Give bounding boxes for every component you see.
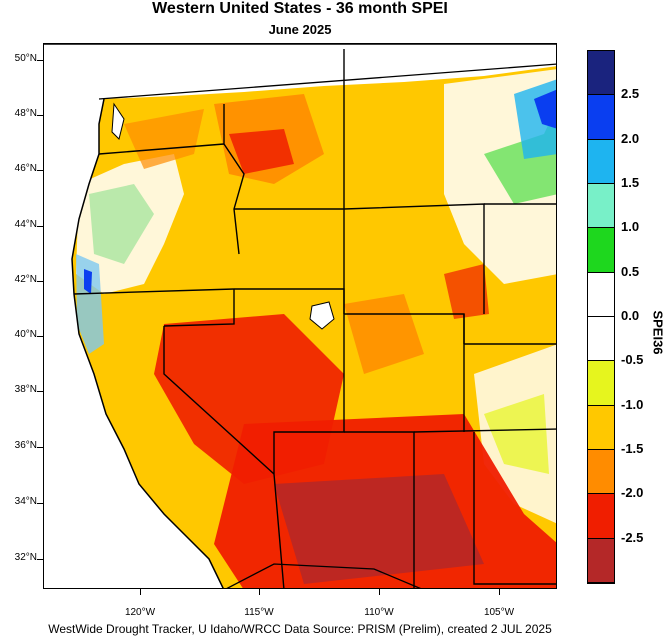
great-salt-lake — [309, 301, 335, 330]
lat-tick — [37, 447, 43, 448]
colorbar-label: 0.0 — [621, 308, 640, 323]
lat-tick — [37, 559, 43, 560]
coastline — [71, 98, 224, 588]
lat-label: 50°N — [14, 53, 37, 64]
colorbar-segment — [588, 51, 614, 96]
map-frame — [43, 43, 557, 589]
colorbar-segment — [588, 228, 614, 273]
lon-label: 110°W — [364, 607, 394, 618]
colorbar-label: -2.0 — [621, 485, 644, 501]
colorbar-label: -1.0 — [621, 396, 644, 412]
lon-tick — [499, 589, 500, 595]
map-title: Western United States - 36 month SPEI — [152, 0, 448, 17]
colorbar-label: -2.5 — [621, 529, 644, 545]
lat-label: 32°N — [14, 552, 37, 563]
lat-label: 34°N — [14, 496, 37, 507]
colorbar — [587, 50, 615, 584]
colorbar-label: 1.0 — [621, 219, 640, 235]
lat-tick — [37, 281, 43, 282]
map-subtitle: June 2025 — [268, 22, 332, 37]
lat-label: 46°N — [14, 163, 37, 174]
colorbar-title: SPEI36 — [650, 310, 666, 355]
colorbar-label: 1.5 — [621, 175, 640, 190]
lon-tick — [259, 589, 260, 595]
colorbar-segment — [588, 317, 614, 362]
lat-label: 40°N — [14, 329, 37, 340]
colorbar-label: -1.5 — [621, 441, 644, 456]
lat-tick — [37, 391, 43, 392]
lon-label: 105°W — [483, 607, 515, 618]
lat-tick — [37, 60, 43, 61]
colorbar-segment — [588, 494, 614, 539]
colorbar-label: 0.5 — [621, 263, 640, 279]
lat-label: 48°N — [14, 108, 37, 119]
state-borders — [44, 44, 556, 588]
lon-tick — [379, 589, 380, 595]
colorbar-segment — [588, 139, 614, 184]
lat-tick — [37, 170, 43, 171]
footer-credit: WestWide Drought Tracker, U Idaho/WRCC D… — [48, 622, 552, 636]
lon-label: 115°W — [244, 607, 274, 618]
lat-label: 44°N — [14, 219, 37, 230]
colorbar-segment — [588, 450, 614, 495]
lat-tick — [37, 336, 43, 337]
colorbar-segment — [588, 272, 614, 317]
spei-map — [44, 44, 556, 588]
lat-label: 36°N — [14, 440, 37, 451]
lat-tick — [37, 226, 43, 227]
colorbar-segment — [588, 95, 614, 140]
colorbar-label: 2.0 — [621, 130, 640, 146]
colorbar-label: 2.5 — [621, 86, 640, 102]
lat-label: 38°N — [14, 384, 37, 395]
colorbar-segment — [588, 538, 614, 583]
lon-label: 120°W — [124, 607, 156, 618]
colorbar-segment — [588, 184, 614, 229]
colorbar-segment — [588, 361, 614, 406]
colorbar-label: -0.5 — [621, 352, 644, 368]
lat-label: 42°N — [14, 274, 37, 285]
lat-tick — [37, 503, 43, 504]
lon-tick — [140, 589, 141, 595]
colorbar-segment — [588, 405, 614, 450]
lat-tick — [37, 115, 43, 116]
